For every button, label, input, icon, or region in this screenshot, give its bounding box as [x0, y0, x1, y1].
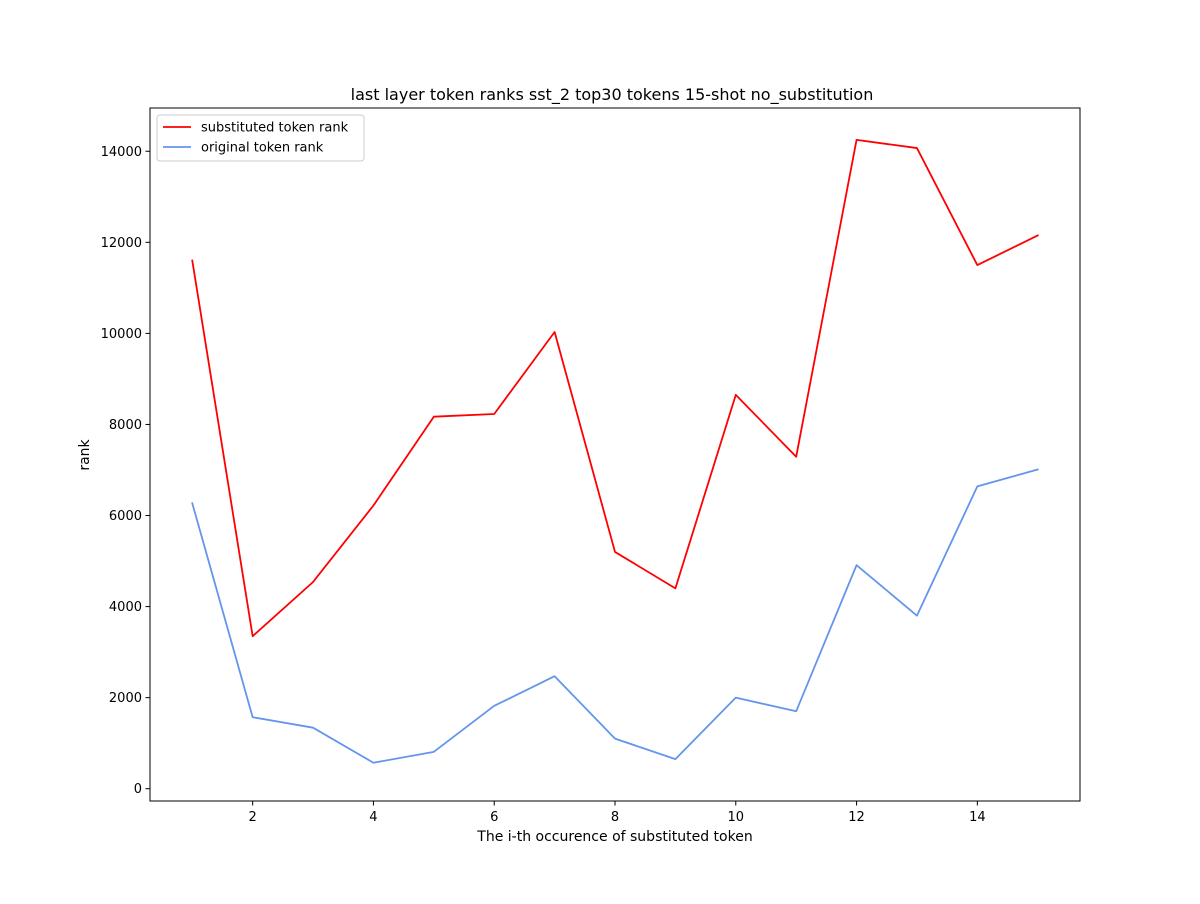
x-tick-label: 2 [249, 810, 257, 825]
x-tick-label: 4 [369, 810, 377, 825]
y-axis-label: rank [77, 438, 93, 470]
legend-item: substituted token rank [163, 121, 349, 136]
chart-title: last layer token ranks sst_2 top30 token… [351, 85, 874, 105]
plot-area: 2 4 6 8 10 12 14 0 2000 4000 6000 8000 10000 12000 140… [101, 107, 1081, 825]
y-tick-label: 14000 [101, 145, 142, 160]
series-line-1 [191, 138, 1039, 638]
legend: substituted token rank original token ran… [156, 114, 365, 162]
legend-label: original token rank [201, 141, 324, 156]
x-tick-label: 10 [728, 810, 745, 825]
y-tick-label: 8000 [109, 418, 142, 433]
x-axis-label: The i-th occurence of substituted token [476, 829, 752, 845]
y-tick-label: 10000 [101, 327, 142, 342]
y-tick-label: 0 [134, 782, 142, 797]
x-tick-label: 14 [969, 810, 986, 825]
x-tick-label: 8 [611, 810, 619, 825]
y-tick-label: 6000 [109, 509, 142, 524]
x-tick-label: 12 [848, 810, 865, 825]
legend-box [156, 114, 365, 162]
y-tick-label: 2000 [109, 691, 142, 706]
legend-item: original token rank [163, 141, 324, 156]
series-line-2 [191, 468, 1039, 764]
y-tick-label: 12000 [101, 236, 142, 251]
legend-label: substituted token rank [201, 121, 349, 136]
x-tick-label: 6 [490, 810, 498, 825]
y-tick-label: 4000 [109, 600, 142, 615]
